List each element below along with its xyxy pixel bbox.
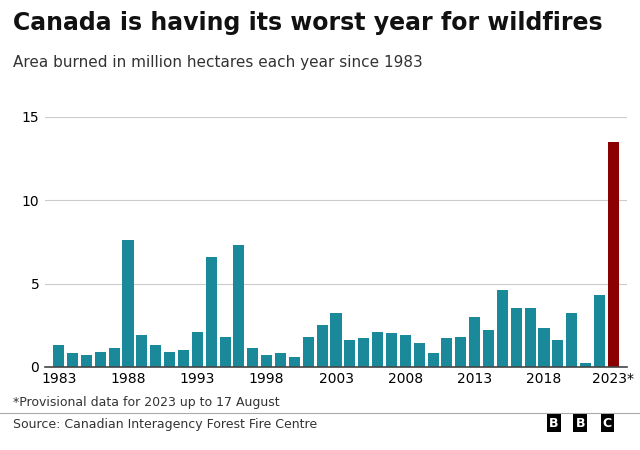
Bar [136, 335, 147, 367]
Bar [428, 353, 438, 367]
Bar [247, 348, 259, 367]
Bar [497, 290, 508, 367]
Bar [358, 338, 369, 367]
Text: Source: Canadian Interagency Forest Fire Centre: Source: Canadian Interagency Forest Fire… [13, 418, 317, 431]
Bar [275, 353, 286, 367]
Bar [192, 332, 203, 367]
Text: B: B [576, 417, 585, 430]
Bar [386, 333, 397, 367]
Text: Canada is having its worst year for wildfires: Canada is having its worst year for wild… [13, 11, 602, 35]
Bar [303, 337, 314, 367]
Bar [205, 257, 217, 367]
Bar [483, 330, 494, 367]
Bar [178, 350, 189, 367]
Bar [67, 353, 78, 367]
Bar [525, 309, 536, 367]
Bar [220, 337, 230, 367]
Text: Area burned in million hectares each year since 1983: Area burned in million hectares each yea… [13, 55, 422, 70]
Bar [344, 340, 355, 367]
Bar [317, 325, 328, 367]
Bar [330, 314, 342, 367]
Bar [122, 240, 134, 367]
Bar [261, 355, 272, 367]
Bar [442, 338, 452, 367]
Bar [594, 295, 605, 367]
Bar [234, 245, 244, 367]
Bar [455, 337, 467, 367]
Bar [400, 335, 411, 367]
Bar [289, 357, 300, 367]
Bar [53, 345, 64, 367]
Bar [372, 332, 383, 367]
Bar [511, 309, 522, 367]
Text: B: B [549, 417, 558, 430]
Bar [81, 355, 92, 367]
Text: C: C [603, 417, 612, 430]
Bar [413, 343, 425, 367]
Bar [580, 364, 591, 367]
Bar [109, 348, 120, 367]
Bar [469, 317, 480, 367]
Bar [608, 142, 619, 367]
Bar [538, 328, 550, 367]
Text: *Provisional data for 2023 up to 17 August: *Provisional data for 2023 up to 17 Augu… [13, 396, 280, 409]
Bar [150, 345, 161, 367]
Bar [552, 340, 563, 367]
Bar [164, 352, 175, 367]
Bar [566, 314, 577, 367]
Bar [95, 352, 106, 367]
